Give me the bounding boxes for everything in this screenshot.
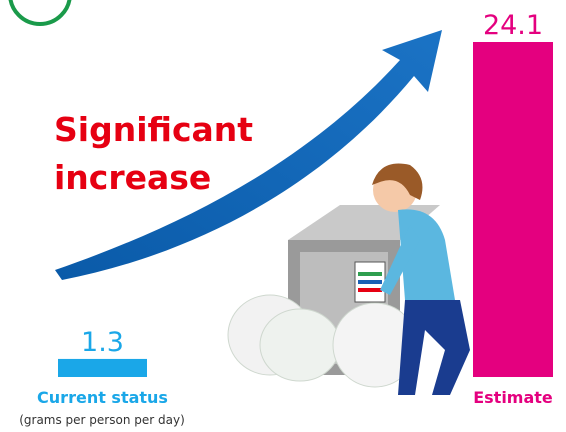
- bar: [58, 359, 147, 377]
- category-label: Estimate: [473, 388, 553, 407]
- chart: 1.3 Current status 24.1 Estimate (grams per …: [0, 0, 566, 432]
- category-label: Current status: [37, 388, 168, 407]
- value-label: 24.1: [483, 10, 543, 41]
- value-label: 1.3: [81, 327, 124, 358]
- annotation: Significant increase: [54, 106, 269, 202]
- bar: [473, 42, 553, 377]
- infographic: 1.3 Current status 24.1 Estimate (grams per …: [0, 0, 566, 432]
- unit-label: (grams per person per day): [19, 413, 185, 427]
- icon-circle: [10, 0, 70, 24]
